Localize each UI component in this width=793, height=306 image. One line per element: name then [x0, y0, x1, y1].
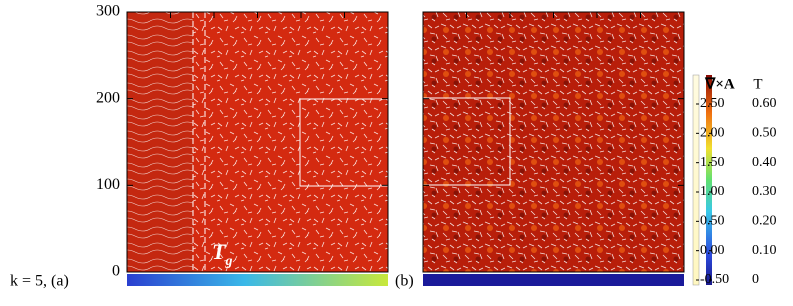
- colorbar-title: ∇×A: [704, 76, 735, 92]
- colorbar-tick-label: 0.40: [752, 155, 777, 170]
- colorbar-tick-label: 0.50: [700, 214, 725, 229]
- y-tick-label: 0: [112, 263, 120, 280]
- colorbar-tick-label: 0: [752, 272, 759, 287]
- tg-sub: g: [224, 254, 232, 269]
- heatmap-b: [423, 12, 684, 272]
- bottom-strip: [423, 274, 684, 286]
- colorbar-left: [692, 74, 700, 286]
- colorbar-title: T: [753, 76, 762, 92]
- panel-label: k = 5, (a): [10, 273, 69, 290]
- colorbar-tick-label: 0.00: [700, 243, 725, 258]
- bottom-strip: [127, 274, 388, 286]
- colorbar-tick-label: -0.50: [700, 272, 729, 287]
- y-tick-label: 200: [96, 89, 120, 106]
- colorbar-tick-label: 0.30: [752, 184, 777, 199]
- colorbar-tick-label: 0.20: [752, 214, 777, 229]
- colorbar-tick-label: 2.00: [700, 126, 725, 141]
- heatmap-a-ordered: [127, 12, 193, 272]
- colorbar-tick-label: 0.50: [752, 126, 777, 141]
- colorbar-tick-label: 1.50: [700, 155, 725, 170]
- colorbar-tick-label: 0.10: [752, 243, 777, 258]
- colorbar-right: [706, 75, 712, 285]
- y-tick-label: 300: [96, 3, 120, 20]
- panel-label: (b): [395, 273, 414, 290]
- tg-label: Tg: [212, 239, 232, 269]
- colorbar-tick-label: 0.60: [752, 96, 777, 111]
- colorbar-tick-label: 1.00: [700, 184, 725, 199]
- tg-main: T: [212, 239, 227, 264]
- y-tick-label: 100: [96, 176, 120, 193]
- colorbar-tick-label: 2.50: [700, 96, 725, 111]
